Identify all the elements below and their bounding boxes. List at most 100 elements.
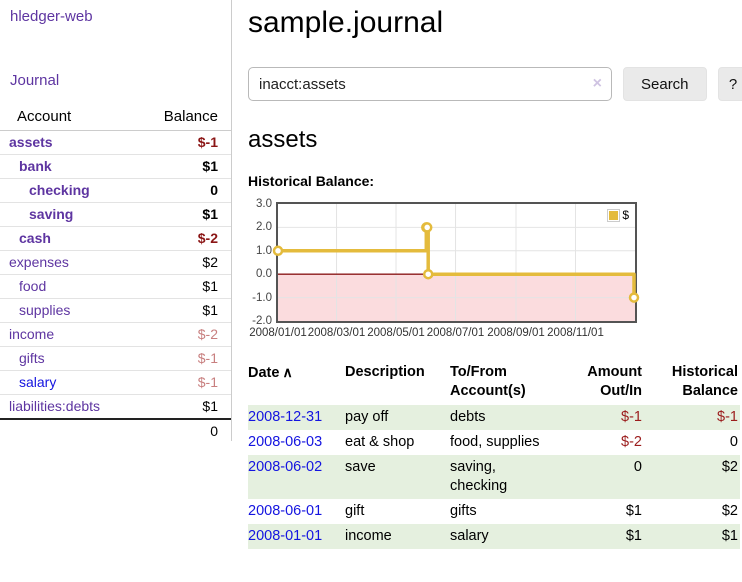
- transaction-description: save: [345, 459, 376, 475]
- transaction-balance: $-1: [717, 409, 738, 425]
- account-link-assets[interactable]: assets: [9, 134, 53, 150]
- transaction-date-link[interactable]: 2008-12-31: [248, 409, 323, 425]
- transaction-date-link[interactable]: 2008-01-01: [248, 528, 323, 544]
- search-bar: × Search ?: [248, 67, 742, 101]
- accounts-table: Account Balance assets $-1 bank $1 checking 0…: [0, 104, 231, 443]
- transaction-amount: 0: [633, 459, 642, 475]
- account-balance: $-1: [142, 346, 231, 371]
- register-col-accounts: To/From Account(s): [450, 364, 526, 399]
- account-balance: $1: [142, 274, 231, 299]
- account-balance: $1: [142, 202, 231, 227]
- register-row: 2008-06-03 eat & shop food, supplies $-2 0: [248, 430, 740, 455]
- main-content: sample.journal × Search ? assets Histori…: [232, 0, 742, 549]
- account-link-salary[interactable]: salary: [19, 374, 57, 390]
- brand-link[interactable]: hledger-web: [10, 8, 93, 25]
- accounts-col-balance: Balance: [142, 104, 231, 131]
- account-row: checking 0: [0, 178, 231, 203]
- register-header-row: Date ∧ Description To/From Account(s) Amo…: [248, 361, 740, 405]
- chart-title: Historical Balance:: [248, 173, 375, 189]
- clear-search-icon[interactable]: ×: [592, 75, 602, 92]
- transaction-date-link[interactable]: 2008-06-01: [248, 503, 323, 519]
- chart-legend: $: [605, 207, 631, 223]
- transaction-balance: 0: [729, 434, 738, 450]
- account-row: food $1: [0, 274, 231, 299]
- transaction-accounts: food, supplies: [450, 434, 540, 450]
- search-input[interactable]: [248, 67, 612, 101]
- x-tick-label: 2008/07/01: [426, 327, 485, 339]
- account-balance: 0: [142, 178, 231, 203]
- account-link-bank[interactable]: bank: [19, 158, 52, 174]
- transaction-accounts: gifts: [450, 503, 477, 519]
- account-link-cash[interactable]: cash: [19, 230, 51, 246]
- search-box: ×: [248, 67, 612, 101]
- register-row: 2008-01-01 income salary $1 $1: [248, 524, 740, 549]
- register-col-date[interactable]: Date ∧: [248, 364, 293, 381]
- account-link-food[interactable]: food: [19, 278, 47, 294]
- account-row: salary $-1: [0, 370, 231, 395]
- account-balance: $1: [142, 298, 231, 323]
- y-tick-label: 2.0: [256, 221, 272, 234]
- account-row: assets $-1: [0, 130, 231, 155]
- account-row: income $-2: [0, 322, 231, 347]
- account-balance: $1: [142, 154, 231, 179]
- account-link-income[interactable]: income: [9, 326, 55, 342]
- account-row: liabilities:debts $1: [0, 394, 231, 420]
- account-link-supplies[interactable]: supplies: [19, 302, 71, 318]
- transaction-balance: $2: [721, 503, 738, 519]
- sidebar-item-journal[interactable]: Journal: [10, 72, 60, 89]
- accounts-col-account: Account: [0, 104, 143, 131]
- account-balance: $2: [142, 250, 231, 275]
- register-col-balance: Historical Balance: [671, 364, 738, 399]
- account-row: expenses $2: [0, 250, 231, 275]
- search-button[interactable]: Search: [623, 67, 707, 101]
- transaction-amount: $-1: [621, 409, 642, 425]
- transaction-description: pay off: [345, 409, 389, 425]
- transaction-amount: $-2: [621, 434, 642, 450]
- chart-canvas: [272, 204, 640, 321]
- transaction-balance: $1: [721, 528, 738, 544]
- legend-swatch-icon: [607, 208, 621, 222]
- y-tick-label: 1.0: [256, 244, 272, 257]
- register-col-amount: Amount Out/In: [587, 364, 642, 399]
- accounts-body: assets $-1 bank $1 checking 0 saving $1 cash $-2 e…: [0, 130, 231, 420]
- account-link-saving[interactable]: saving: [29, 206, 74, 222]
- transaction-accounts: debts: [450, 409, 486, 425]
- legend-label: $: [622, 208, 629, 222]
- account-balance: $-1: [142, 370, 231, 395]
- account-row: supplies $1: [0, 298, 231, 323]
- chart-plot-area: $: [272, 202, 640, 323]
- account-row: gifts $-1: [0, 346, 231, 371]
- account-balance: $-1: [142, 130, 231, 155]
- accounts-total-value: 0: [142, 418, 231, 443]
- register-row: 2008-06-01 gift gifts $1 $2: [248, 499, 740, 524]
- page-title: sample.journal: [248, 6, 444, 39]
- y-tick-label: 3.0: [256, 198, 272, 210]
- help-button[interactable]: ?: [717, 67, 742, 101]
- register-row: 2008-12-31 pay off debts $-1 $-1: [248, 405, 740, 430]
- transaction-balance: $2: [721, 459, 738, 475]
- account-link-gifts[interactable]: gifts: [19, 350, 45, 366]
- app-layout: hledger-web Journal Account Balance asse…: [0, 0, 742, 549]
- account-balance: $-2: [142, 226, 231, 251]
- transaction-description: income: [345, 528, 392, 544]
- account-link-checking[interactable]: checking: [29, 182, 90, 198]
- account-link-expenses[interactable]: expenses: [9, 254, 69, 270]
- register-table: Date ∧ Description To/From Account(s) Amo…: [248, 361, 740, 549]
- transaction-amount: $1: [625, 528, 642, 544]
- account-balance: $1: [142, 394, 231, 420]
- x-tick-label: 2008/09/01: [487, 327, 545, 339]
- account-link-liabilities-debts[interactable]: liabilities:debts: [9, 398, 101, 414]
- transaction-accounts: saving, checking: [450, 459, 508, 494]
- transaction-date-link[interactable]: 2008-06-02: [248, 459, 323, 475]
- x-tick-label: 2008/03/01: [307, 327, 366, 339]
- register-col-description: Description: [345, 364, 425, 380]
- transaction-description: gift: [345, 503, 365, 519]
- sort-asc-icon: ∧: [282, 364, 293, 380]
- accounts-total-row: 0: [0, 418, 231, 443]
- account-heading: assets: [248, 126, 318, 153]
- transaction-date-link[interactable]: 2008-06-03: [248, 434, 323, 450]
- transaction-description: eat & shop: [345, 434, 415, 450]
- sidebar: hledger-web Journal Account Balance asse…: [0, 0, 232, 443]
- transaction-accounts: salary: [450, 528, 489, 544]
- x-tick-label: 2008/11/01: [547, 327, 604, 339]
